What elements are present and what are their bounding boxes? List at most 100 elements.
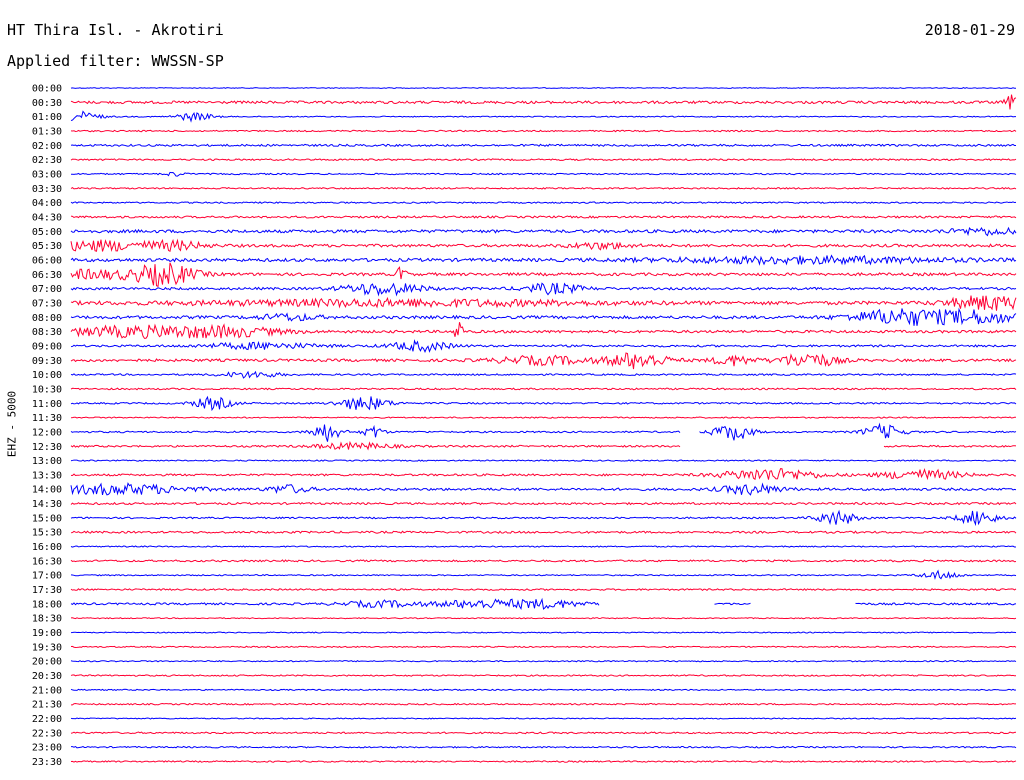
row-time-label: 04:30 [32, 212, 62, 223]
row-time-label: 21:30 [32, 700, 62, 711]
row-time-label: 12:30 [32, 442, 62, 453]
row-time-label: 22:00 [32, 714, 62, 725]
row-time-label: 21:00 [32, 685, 62, 696]
seismic-trace [70, 322, 1017, 339]
seismic-trace [70, 143, 1017, 148]
row-time-label: 11:00 [32, 399, 62, 410]
seismic-trace [70, 745, 1017, 749]
filter-label: Applied filter: WWSSN-SP [7, 52, 224, 70]
row-time-label: 19:00 [32, 628, 62, 639]
row-time-label: 19:30 [32, 642, 62, 653]
seismic-trace [70, 501, 1017, 506]
row-time-label: 12:00 [32, 427, 62, 438]
row-time-label: 08:00 [32, 313, 62, 324]
seismic-trace [70, 467, 1016, 481]
seismic-trace [70, 282, 1017, 297]
seismic-trace [70, 226, 1017, 237]
row-time-label: 20:30 [32, 671, 62, 682]
seismic-trace [70, 110, 1017, 123]
seismic-trace [70, 588, 1017, 592]
row-time-label: 06:00 [32, 255, 62, 266]
row-time-label: 13:00 [32, 456, 62, 467]
seismic-trace [70, 702, 1017, 706]
seismic-trace [70, 129, 1017, 133]
seismic-trace [70, 459, 1017, 462]
seismic-trace [70, 688, 1017, 692]
row-time-label: 16:00 [32, 542, 62, 553]
seismic-trace [70, 262, 1017, 288]
seismic-trace [70, 416, 1017, 419]
seismic-trace [70, 387, 1017, 391]
row-time-label: 09:00 [32, 341, 62, 352]
row-time-label: 23:00 [32, 743, 62, 754]
row-time-label: 13:30 [32, 470, 62, 481]
seismic-trace [70, 215, 1017, 219]
row-time-label: 10:00 [32, 370, 62, 381]
seismic-trace [70, 559, 1017, 563]
row-time-label: 01:00 [32, 112, 62, 123]
seismic-trace [70, 87, 1017, 89]
row-time-label: 09:30 [32, 356, 62, 367]
row-time-label: 15:00 [32, 513, 62, 524]
row-time-label: 03:00 [32, 169, 62, 180]
seismic-trace [70, 395, 1017, 412]
seismic-trace [70, 482, 1017, 496]
station-title: HT Thira Isl. - Akrotiri [7, 21, 224, 39]
seismic-trace [70, 201, 1017, 204]
seismic-trace [70, 617, 1017, 620]
seismic-trace [70, 352, 1017, 370]
seismic-trace [70, 530, 1017, 534]
row-time-label: 00:00 [32, 84, 62, 95]
seismic-trace [70, 238, 1017, 253]
seismic-trace [70, 94, 1017, 110]
row-time-label: 18:00 [32, 599, 62, 610]
row-time-label: 23:30 [32, 757, 62, 768]
seismic-trace [70, 760, 1017, 763]
row-time-label: 11:30 [32, 413, 62, 424]
row-time-label: 01:30 [32, 126, 62, 137]
seismic-trace [70, 171, 1017, 177]
helicorder-date: 2018-01-29 [924, 21, 1015, 39]
seismic-trace [70, 660, 1017, 663]
row-time-label: 05:00 [32, 227, 62, 238]
row-time-label: 00:30 [32, 98, 62, 109]
row-time-label: 06:30 [32, 270, 62, 281]
seismic-trace [70, 440, 1017, 451]
seismic-trace [70, 254, 1017, 266]
seismic-trace [70, 422, 1017, 442]
row-time-label: 20:00 [32, 657, 62, 668]
row-time-label: 17:00 [32, 571, 62, 582]
seismic-trace [70, 674, 1016, 677]
seismic-trace [70, 339, 1017, 353]
row-time-label: 03:30 [32, 184, 62, 195]
seismic-trace [70, 370, 1017, 379]
row-time-label: 02:30 [32, 155, 62, 166]
seismic-trace [70, 569, 1017, 580]
seismic-trace [70, 717, 1017, 720]
seismic-trace [70, 158, 1017, 162]
seismic-trace [70, 645, 1017, 649]
row-time-label: 07:30 [32, 298, 62, 309]
seismic-trace [70, 597, 1017, 611]
seismic-trace [70, 731, 1017, 735]
row-time-label: 22:30 [32, 728, 62, 739]
row-time-label: 08:30 [32, 327, 62, 338]
row-time-label: 02:00 [32, 141, 62, 152]
row-time-label: 04:00 [32, 198, 62, 209]
row-time-label: 10:30 [32, 384, 62, 395]
seismic-trace [70, 186, 1017, 190]
row-time-label: 16:30 [32, 556, 62, 567]
row-time-label: 14:30 [32, 499, 62, 510]
row-time-label: 18:30 [32, 614, 62, 625]
trace-rows: 00:00 00:30 01:00 01:30 02:00 02:30 03:00 03:30… [32, 84, 1017, 768]
seismic-trace [70, 509, 1017, 527]
row-time-label: 15:30 [32, 528, 62, 539]
row-time-label: 17:30 [32, 585, 62, 596]
seismic-trace [70, 295, 1017, 311]
row-time-label: 07:00 [32, 284, 62, 295]
row-time-label: 14:00 [32, 485, 62, 496]
seismic-trace [70, 631, 1017, 634]
seismic-trace [70, 545, 1017, 548]
row-time-label: 05:30 [32, 241, 62, 252]
